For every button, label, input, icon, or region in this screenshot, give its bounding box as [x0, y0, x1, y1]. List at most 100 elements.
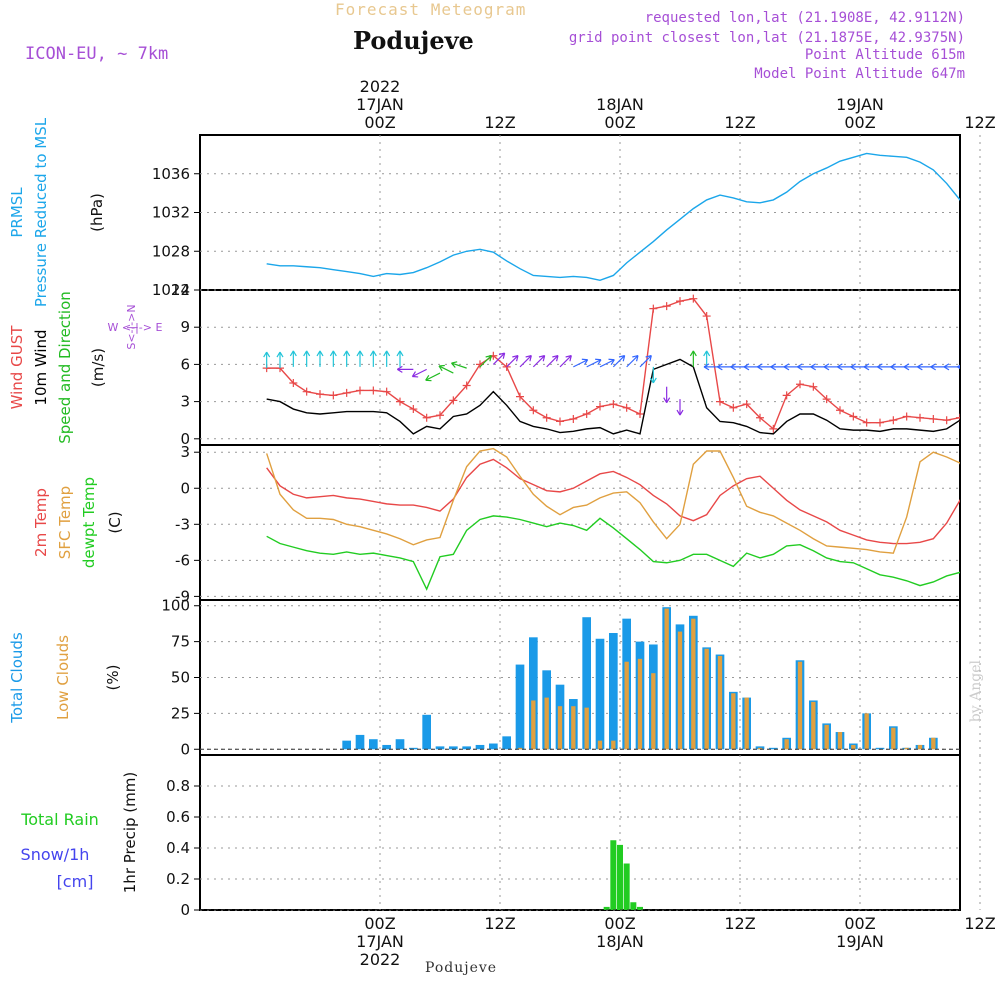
wind-arrow [837, 363, 854, 371]
panel-wind: 0 3 6 9 12 Wind GUST 10m Wind Speed and Directi… [8, 281, 991, 448]
y-axis-label: 2m Temp [32, 488, 50, 557]
bar-total_clouds [529, 637, 538, 750]
top-time-label: 19JAN [836, 95, 884, 114]
gust-marker [462, 381, 471, 390]
panel-clouds: 0 25 50 75 100 Total Clouds Low Clouds (%) [8, 597, 981, 758]
bar-low_clouds [544, 697, 549, 750]
location-title: Podujeve [353, 26, 474, 55]
series-line-sfc [266, 447, 960, 554]
y-tick-label: 50 [171, 669, 190, 687]
wind-arrow [397, 365, 414, 373]
y-tick-label: 3 [180, 443, 190, 461]
bar-low_clouds [797, 661, 803, 750]
series-group [266, 152, 960, 282]
bar-low_clouds [837, 732, 843, 750]
y-axis-label: 10m Wind [32, 329, 50, 405]
gust-marker [756, 413, 764, 422]
gust-marker [449, 396, 458, 405]
y-axis-label: SFC Temp [56, 486, 74, 559]
bar-total_clouds [769, 747, 778, 750]
gust-marker [382, 387, 391, 396]
bar-low_clouds [704, 648, 709, 750]
gust-marker [782, 391, 791, 400]
y-tick-label: 0 [180, 740, 190, 758]
gust-marker [396, 397, 404, 406]
series-line-pressure [266, 152, 960, 282]
wind-arrow [492, 352, 506, 365]
bottom-time-label: 12Z [724, 914, 755, 933]
y-tick-label: 1036 [152, 165, 190, 183]
gust-marker [329, 391, 338, 400]
bar-low_clouds [597, 740, 603, 750]
wind-arrow [626, 354, 639, 368]
bottom-time-label: 2022 [360, 950, 401, 969]
wind-arrow [343, 350, 351, 367]
bar-total_clouds [422, 714, 431, 750]
compass-ns: S<-|->N [125, 304, 138, 349]
footer-location: Podujeve [425, 960, 498, 976]
wind-arrow [573, 358, 589, 368]
gust-marker [769, 424, 778, 433]
precip-legend-label: Snow/1h [21, 845, 90, 864]
bottom-time-label: 18JAN [596, 932, 644, 951]
wind-arrow [479, 354, 492, 368]
gust-marker [409, 405, 418, 414]
wind-arrow [329, 350, 337, 367]
gust-marker [676, 297, 684, 306]
bar-total_clouds [449, 746, 458, 750]
series-line-gust [266, 297, 960, 431]
y-tick-label: 0.8 [166, 777, 190, 795]
wind-arrow [703, 350, 711, 367]
gust-marker [289, 379, 298, 387]
wind-arrow [303, 350, 311, 367]
gust-marker [569, 414, 578, 423]
point-altitude: Point Altitude 615m [804, 47, 965, 63]
bar-low_clouds [917, 744, 923, 750]
y-tick-label: -9 [175, 587, 190, 605]
bar-low_clouds [744, 697, 749, 750]
chart-title: Forecast Meteogram [335, 0, 527, 19]
gust-marker [636, 410, 644, 418]
top-time-label: 12Z [964, 113, 995, 132]
y-axis-label: Pressure Reduced to MSL [32, 117, 50, 307]
wind-arrow [411, 368, 427, 378]
gust-marker [302, 387, 311, 396]
gust-marker [516, 392, 524, 401]
precip-legend-label: Total Rain [20, 810, 99, 829]
bar-total_clouds [355, 734, 365, 750]
y-axis-label: dewpt Temp [80, 477, 98, 568]
bar-total_clouds [395, 739, 405, 750]
gust-marker [702, 312, 711, 321]
bar-low_clouds [571, 706, 576, 750]
y-tick-label: 1028 [152, 242, 190, 260]
y-tick-label: 0 [180, 430, 190, 448]
wind-arrow [519, 354, 532, 368]
wind-arrow [438, 364, 454, 374]
bar-rain [637, 906, 643, 910]
series-group [262, 294, 991, 435]
wind-arrow [599, 358, 615, 368]
wind-arrow [451, 361, 467, 369]
bar-low_clouds [557, 706, 563, 750]
bar-low_clouds [624, 661, 629, 750]
gust-marker [983, 379, 991, 387]
bottom-time-label: 17JAN [356, 932, 404, 951]
wind-arrow [586, 358, 602, 368]
bar-total_clouds [462, 746, 471, 750]
bar-low_clouds [691, 618, 696, 750]
y-tick-label: 0.4 [166, 839, 190, 857]
watermark: by Angel [968, 660, 984, 723]
y-axis-label: (hPa) [88, 193, 106, 232]
wind-arrow [396, 350, 404, 367]
bar-total_clouds [582, 617, 591, 750]
requested-coords: requested lon,lat (21.1908E, 42.9112N) [644, 10, 965, 26]
series-line-wind10 [266, 358, 960, 435]
bar-low_clouds [824, 724, 829, 750]
top-time-label: 00Z [364, 113, 395, 132]
series-group [200, 607, 960, 750]
wind-arrow [877, 363, 894, 371]
model-altitude: Model Point Altitude 647m [754, 66, 965, 82]
bar-total_clouds [382, 744, 391, 750]
compass-ew: W <-|-> E [108, 321, 163, 334]
gust-marker [316, 390, 324, 399]
